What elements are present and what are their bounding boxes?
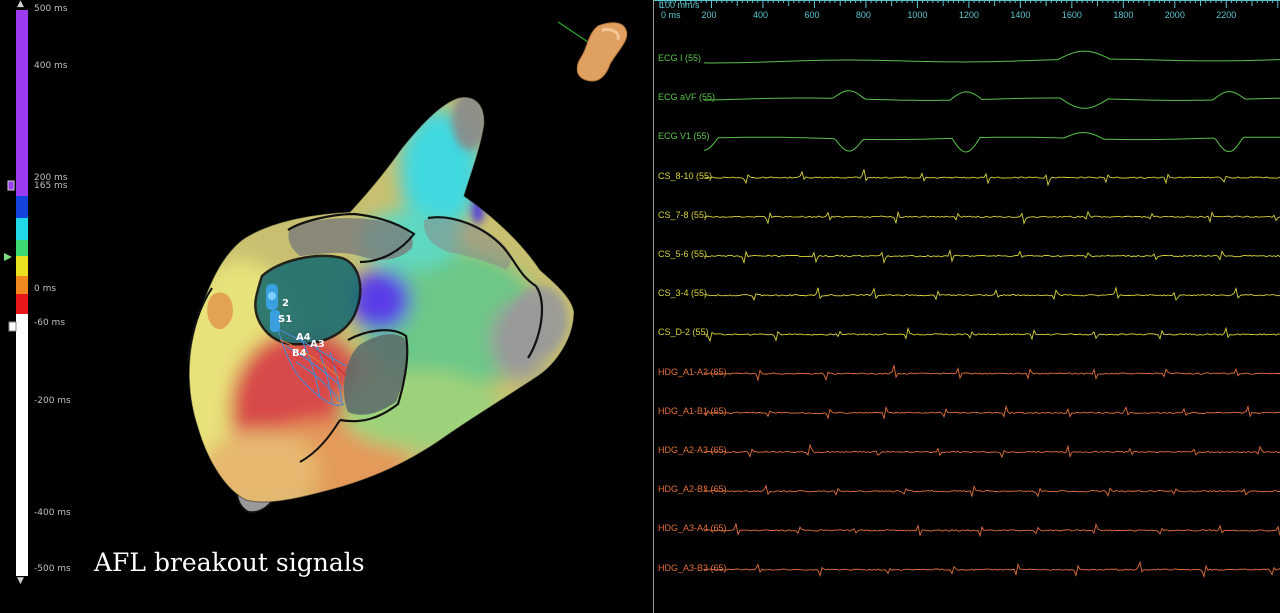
electrode-label-a4: A4	[296, 332, 311, 343]
scale-late-segment	[16, 10, 28, 196]
ecg-trace-7	[703, 326, 1280, 343]
scale-label-neg400: -400 ms	[34, 508, 71, 518]
channel-label[interactable]: HDG_A3-B3 (65)	[658, 562, 727, 573]
channel-label[interactable]: ECG V1 (55)	[658, 131, 710, 142]
scale-label-neg60: -60 ms	[34, 318, 66, 328]
scale-label-neg500: -500 ms	[34, 564, 71, 574]
scale-label-400: 400 ms	[34, 61, 68, 71]
ecg-trace-6	[703, 286, 1280, 301]
ecg-trace-9	[703, 405, 1280, 420]
ecg-trace-8	[703, 365, 1280, 382]
channel-label[interactable]: CS_D-2 (55)	[658, 327, 709, 338]
zero-marker-icon[interactable]	[4, 253, 12, 261]
scale-orange-segment	[16, 276, 28, 294]
ruler-tick-label: 1000	[907, 10, 927, 20]
scale-green-segment	[16, 240, 28, 256]
overlay-title: AFL breakout signals	[94, 548, 365, 577]
ruler-tick-label: 2200	[1216, 10, 1236, 20]
ruler-tick-label: 600	[804, 10, 819, 20]
scale-up-arrow-icon[interactable]: ▲	[17, 0, 24, 9]
scale-markers	[4, 180, 17, 332]
scale-label-0: 0 ms	[34, 284, 57, 294]
scale-label-200: 200 ms	[34, 173, 68, 183]
ecg-traces-pane[interactable]: 0 ms 200 400 600 800 1000 1200 1400 1600 1800 2000…	[654, 0, 1280, 613]
ecg-trace-4	[703, 210, 1280, 225]
ecg-trace-1	[704, 90, 1280, 109]
ecg-trace-5	[703, 248, 1280, 265]
activation-color-scale[interactable]	[16, 10, 28, 576]
map-viewport[interactable]: ▲ ▼ 500 ms 400 ms 200 ms 165 ms 0 ms -60…	[0, 0, 652, 613]
ecg-trace-13	[703, 560, 1280, 579]
late-marker-icon[interactable]	[7, 180, 15, 191]
ruler-tick-label: 1200	[959, 10, 979, 20]
ecg-trace-11	[703, 484, 1280, 498]
orientation-figure-icon[interactable]	[552, 16, 632, 88]
ruler-tick-label: 1800	[1113, 10, 1133, 20]
scale-healthy-segment	[16, 314, 28, 576]
ecg-traces	[703, 50, 1280, 579]
catheter-shaft-icon	[266, 284, 280, 332]
scale-label-165: 165 ms	[34, 181, 68, 191]
ecg-trace-10	[703, 443, 1280, 459]
ecg-trace-12	[704, 523, 1280, 538]
channel-label[interactable]: HDG_A2-B2 (65)	[658, 484, 727, 495]
channel-label[interactable]: CS_5-6 (55)	[658, 249, 708, 259]
channel-label[interactable]: CS_8-10 (55)	[658, 170, 713, 181]
scale-cyan-segment	[16, 218, 28, 240]
scale-blue-segment	[16, 196, 28, 218]
scale-down-arrow-icon[interactable]: ▼	[17, 576, 24, 586]
channel-label[interactable]: HDG_A2-A3 (65)	[658, 445, 727, 455]
sweep-speed-label[interactable]: 100 mm/s	[660, 0, 700, 10]
pane-divider[interactable]	[653, 0, 654, 613]
channel-label[interactable]: CS_3-4 (55)	[658, 288, 708, 299]
time-ruler[interactable]: 0 ms 200 400 600 800 1000 1200 1400 1600 1800 2000…	[654, 0, 1280, 22]
scale-label-500: 500 ms	[34, 4, 68, 14]
electrode-label-2: 2	[282, 298, 289, 309]
electrode-label-s1: S1	[278, 314, 292, 325]
early-marker-icon[interactable]	[8, 321, 17, 332]
scale-label-neg200: -200 ms	[34, 396, 71, 406]
scale-yellow-segment	[16, 256, 28, 276]
ecg-trace-2	[703, 132, 1280, 153]
channel-label[interactable]: HDG_A1-A2 (65)	[658, 366, 727, 377]
atrial-activation-map[interactable]: 2 S1 A4 A3 B4	[0, 0, 652, 613]
ruler-tick-label: 1600	[1062, 10, 1082, 20]
channel-label[interactable]: ECG aVF (55)	[658, 92, 716, 103]
channel-label[interactable]: HDG_A1-B1 (65)	[658, 405, 727, 416]
ecg-trace-0	[704, 50, 1280, 64]
electrode-label-a3: A3	[310, 339, 325, 350]
ruler-tick-label: 400	[753, 10, 768, 20]
ruler-tick-label: 200	[701, 10, 716, 20]
ruler-tick-label: 800	[856, 10, 871, 20]
ruler-tick-label: 1400	[1010, 10, 1030, 20]
activation-colors	[189, 97, 568, 503]
channel-label[interactable]: HDG_A3-A4 (65)	[658, 523, 727, 534]
channel-label[interactable]: CS_7-8 (55)	[658, 209, 708, 220]
channel-label[interactable]: ECG I (55)	[658, 53, 702, 63]
ecg-trace-3	[703, 169, 1280, 187]
ruler-tick-label: 0 ms	[661, 10, 681, 20]
scale-red-segment	[16, 294, 28, 314]
electrode-label-b4: B4	[292, 348, 307, 359]
ruler-tick-label: 2000	[1165, 10, 1185, 20]
dense-mapping-region	[254, 254, 362, 346]
